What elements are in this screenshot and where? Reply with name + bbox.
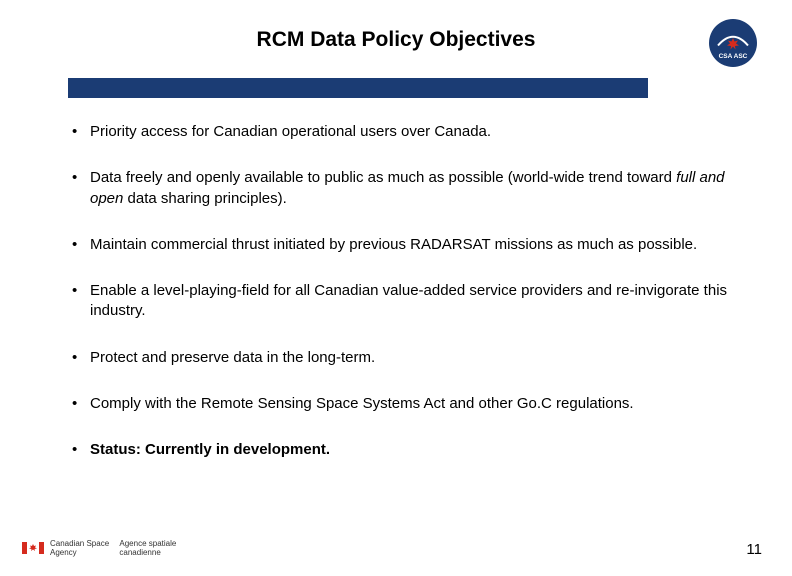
bullet-list: Priority access for Canadian operational… xyxy=(68,122,742,460)
page-title: RCM Data Policy Objectives xyxy=(257,28,536,51)
footer-gov-logo: Canadian Space Agency Agence spatiale ca… xyxy=(22,539,184,558)
footer-fr-2: canadienne xyxy=(119,548,160,557)
bullet-item: Data freely and openly available to publ… xyxy=(68,168,742,209)
footer-fr-1: Agence spatiale xyxy=(119,539,176,548)
title-row: RCM Data Policy Objectives xyxy=(0,28,792,52)
bullet-item: Maintain commercial thrust initiated by … xyxy=(68,235,742,255)
bullet-text: data sharing principles). xyxy=(123,190,286,207)
footer-en-2: Agency xyxy=(50,548,77,557)
bullet-text: Maintain commercial thrust initiated by … xyxy=(90,236,697,253)
bullet-item: Status: Currently in development. xyxy=(68,440,742,460)
bullet-text: Status: Currently in development. xyxy=(90,441,330,458)
footer-en-1: Canadian Space xyxy=(50,539,109,548)
title-underline-bar xyxy=(68,78,648,98)
content-area: Priority access for Canadian operational… xyxy=(68,122,742,486)
svg-text:CSA ASC: CSA ASC xyxy=(719,53,748,60)
bullet-item: Protect and preserve data in the long-te… xyxy=(68,348,742,368)
canada-flag-icon xyxy=(22,542,44,554)
page-number: 11 xyxy=(746,541,762,558)
footer-agency-text: Canadian Space Agency Agence spatiale ca… xyxy=(50,539,184,558)
bullet-item: Enable a level-playing-field for all Can… xyxy=(68,281,742,322)
bullet-text: Data freely and openly available to publ… xyxy=(90,169,676,186)
bullet-text: Protect and preserve data in the long-te… xyxy=(90,349,375,366)
bullet-item: Comply with the Remote Sensing Space Sys… xyxy=(68,394,742,414)
csa-logo-icon: CSA ASC xyxy=(708,18,758,68)
bullet-item: Priority access for Canadian operational… xyxy=(68,122,742,142)
bullet-text: Priority access for Canadian operational… xyxy=(90,123,491,140)
bullet-text: Enable a level-playing-field for all Can… xyxy=(90,282,727,319)
slide: RCM Data Policy Objectives CSA ASC Prior… xyxy=(0,0,792,576)
bullet-text: Comply with the Remote Sensing Space Sys… xyxy=(90,395,634,412)
